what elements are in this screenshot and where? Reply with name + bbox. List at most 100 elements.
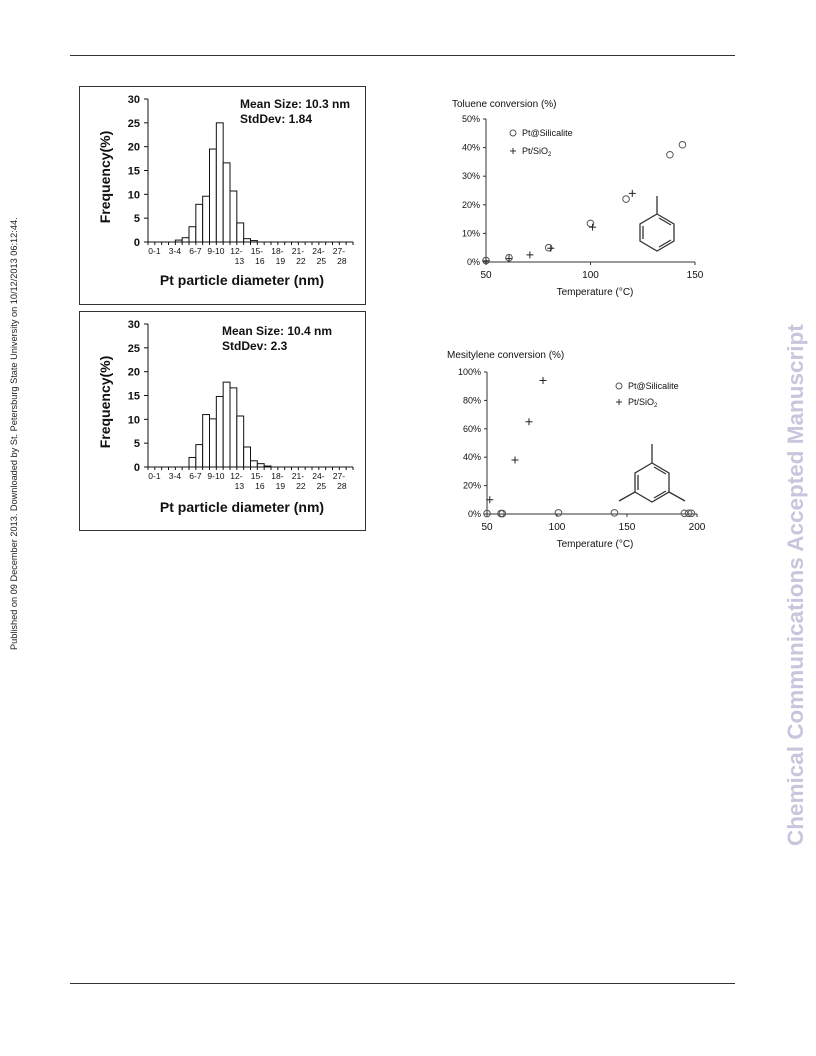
x-tick-label-line2: 19	[276, 481, 286, 491]
y-tick-label: 20%	[463, 481, 481, 491]
histogram-bar	[215, 395, 224, 468]
histogram-bar	[222, 162, 231, 243]
data-point-sio2	[486, 496, 494, 504]
mesitylene-scatter-chart: Mesitylene conversion (%) 0% 20% 40% 60% 80%…	[447, 350, 706, 550]
y-tick-label: 50%	[462, 114, 480, 124]
x-tick-label: 15-	[251, 471, 263, 481]
histogram-bar	[222, 381, 231, 468]
x-tick-label-line2: 22	[296, 256, 306, 266]
legend-circle-marker	[615, 382, 623, 390]
histogram-bar	[229, 387, 238, 468]
data-point-sio2	[505, 255, 513, 263]
x-tick-label: 3-4	[169, 246, 182, 256]
y-tick-label: 0%	[467, 257, 480, 267]
x-tick-label-line2: 25	[317, 256, 327, 266]
x-tick-label: 0-1	[148, 246, 161, 256]
histogram-bar	[256, 463, 265, 468]
data-point-silicalite	[622, 195, 630, 203]
histogram-panel-1: 0 5 10 15 20 25 30 0-1 3-4 6-7 9-10 12- 13 15- 16 18- 1…	[79, 86, 366, 305]
x-tick-label: 150	[687, 270, 704, 281]
x-tick-label: 3-4	[169, 471, 182, 481]
histogram-bar	[195, 203, 204, 243]
histogram-bar	[236, 415, 245, 468]
histogram-bar	[181, 237, 190, 243]
histogram-chart-2: 0 5 10 15 20 25 30 0-1 3-4 6-7 9-10 12-13 15-16 18-1…	[97, 319, 354, 515]
data-point-sio2	[547, 244, 555, 252]
chart-title: Toluene conversion (%)	[452, 99, 557, 110]
y-tick-label: 5	[134, 438, 140, 450]
publication-note-text: Published on 09 December 2013. Downloade…	[9, 217, 19, 650]
x-tick-label: 24-	[312, 471, 324, 481]
x-axis-label: Pt particle diameter (nm)	[160, 499, 324, 515]
x-ticks: 50 100 150	[480, 262, 704, 281]
x-axis-label: Pt particle diameter (nm)	[160, 272, 324, 288]
x-tick-label: 21-	[292, 471, 304, 481]
y-ticks: 0% 20% 40% 60% 80% 100%	[458, 367, 487, 519]
data-point-sio2	[526, 251, 534, 259]
histogram-bar	[202, 414, 210, 468]
x-axis-label: Temperature (°C)	[557, 539, 634, 550]
publication-note: Published on 09 December 2013. Downloade…	[6, 195, 20, 650]
mesitylene-structure	[618, 444, 686, 503]
x-tick-label: 100	[582, 270, 599, 281]
data-point-sio2	[482, 257, 490, 265]
legend-label-silicalite: Pt@Silicalite	[522, 128, 573, 138]
footer-rule	[70, 983, 735, 984]
histogram-bars	[188, 381, 272, 468]
journal-watermark: Chemical Communications Accepted Manuscr…	[777, 228, 809, 848]
data-point-silicalite	[483, 509, 491, 518]
toluene-scatter-chart: Toluene conversion (%) 0% 10% 20% 30% 40% 50%…	[452, 99, 704, 298]
legend-plus-marker	[616, 399, 622, 405]
y-axis-label: Frequency(%)	[97, 356, 113, 449]
x-ticks: 0-1 3-4 6-7 9-10 12-13 15-16 18-19 21-22 24-25 27…	[147, 467, 354, 491]
y-tick-label: 40%	[462, 143, 480, 153]
x-tick-label: 27-	[333, 471, 345, 481]
x-tick-label: 9-10	[207, 471, 224, 481]
data-points	[483, 377, 696, 518]
x-tick-label: 27-	[333, 246, 345, 256]
y-tick-label: 100%	[458, 367, 481, 377]
x-tick-label-line2: 16	[255, 481, 265, 491]
x-axis-label: Temperature (°C)	[557, 287, 634, 298]
stddev-annotation: StdDev: 1.84	[240, 112, 312, 126]
x-tick-label-line2: 16	[255, 256, 265, 266]
x-ticks: 0-1 3-4 6-7 9-10 12-13 15-16 18-19 21-22 24-25 27…	[147, 242, 354, 266]
legend-plus-marker	[510, 148, 516, 154]
data-point-sio2	[589, 223, 597, 231]
x-tick-label: 24-	[312, 246, 324, 256]
data-points	[482, 140, 687, 265]
y-tick-label: 25	[128, 343, 140, 355]
x-tick-label-line2: 22	[296, 481, 306, 491]
x-ticks: 50 100 150 200	[481, 514, 706, 533]
legend-circle-marker	[509, 129, 517, 137]
y-tick-label: 10	[128, 414, 140, 426]
y-tick-label: 15	[128, 166, 140, 178]
x-tick-label: 100	[549, 522, 566, 533]
histogram-bars	[174, 122, 258, 243]
legend: Pt@Silicalite Pt/SiO2	[615, 381, 679, 409]
y-tick-label: 20%	[462, 200, 480, 210]
x-tick-label: 6-7	[189, 246, 202, 256]
toluene-chart-panel: Toluene conversion (%) 0% 10% 20% 30% 40% 50%…	[445, 95, 715, 305]
y-tick-label: 40%	[463, 452, 481, 462]
histogram-bar	[209, 148, 217, 243]
histogram-chart-1: 0 5 10 15 20 25 30 0-1 3-4 6-7 9-10 12-13 15-16 18-1…	[97, 94, 354, 288]
mean-annotation: Mean Size: 10.4 nm	[222, 324, 332, 338]
data-point-sio2	[628, 189, 636, 197]
data-point-sio2	[539, 377, 547, 385]
histogram-bar	[236, 222, 245, 243]
histogram-bar	[195, 444, 204, 468]
y-axis-label: Frequency(%)	[97, 131, 113, 224]
legend: Pt@Silicalite Pt/SiO2	[509, 128, 573, 158]
x-tick-label: 50	[480, 270, 492, 281]
data-point-silicalite	[678, 140, 687, 149]
x-tick-label: 50	[481, 522, 493, 533]
y-ticks: 0% 10% 20% 30% 40% 50%	[462, 114, 486, 267]
mesitylene-chart-panel: Mesitylene conversion (%) 0% 20% 40% 60% 80%…	[445, 346, 715, 561]
y-tick-label: 20	[128, 367, 140, 379]
data-point-silicalite	[610, 509, 619, 517]
y-tick-label: 5	[134, 213, 140, 225]
histogram-bar	[215, 122, 224, 243]
data-point-silicalite	[687, 509, 696, 518]
y-tick-label: 80%	[463, 395, 481, 405]
